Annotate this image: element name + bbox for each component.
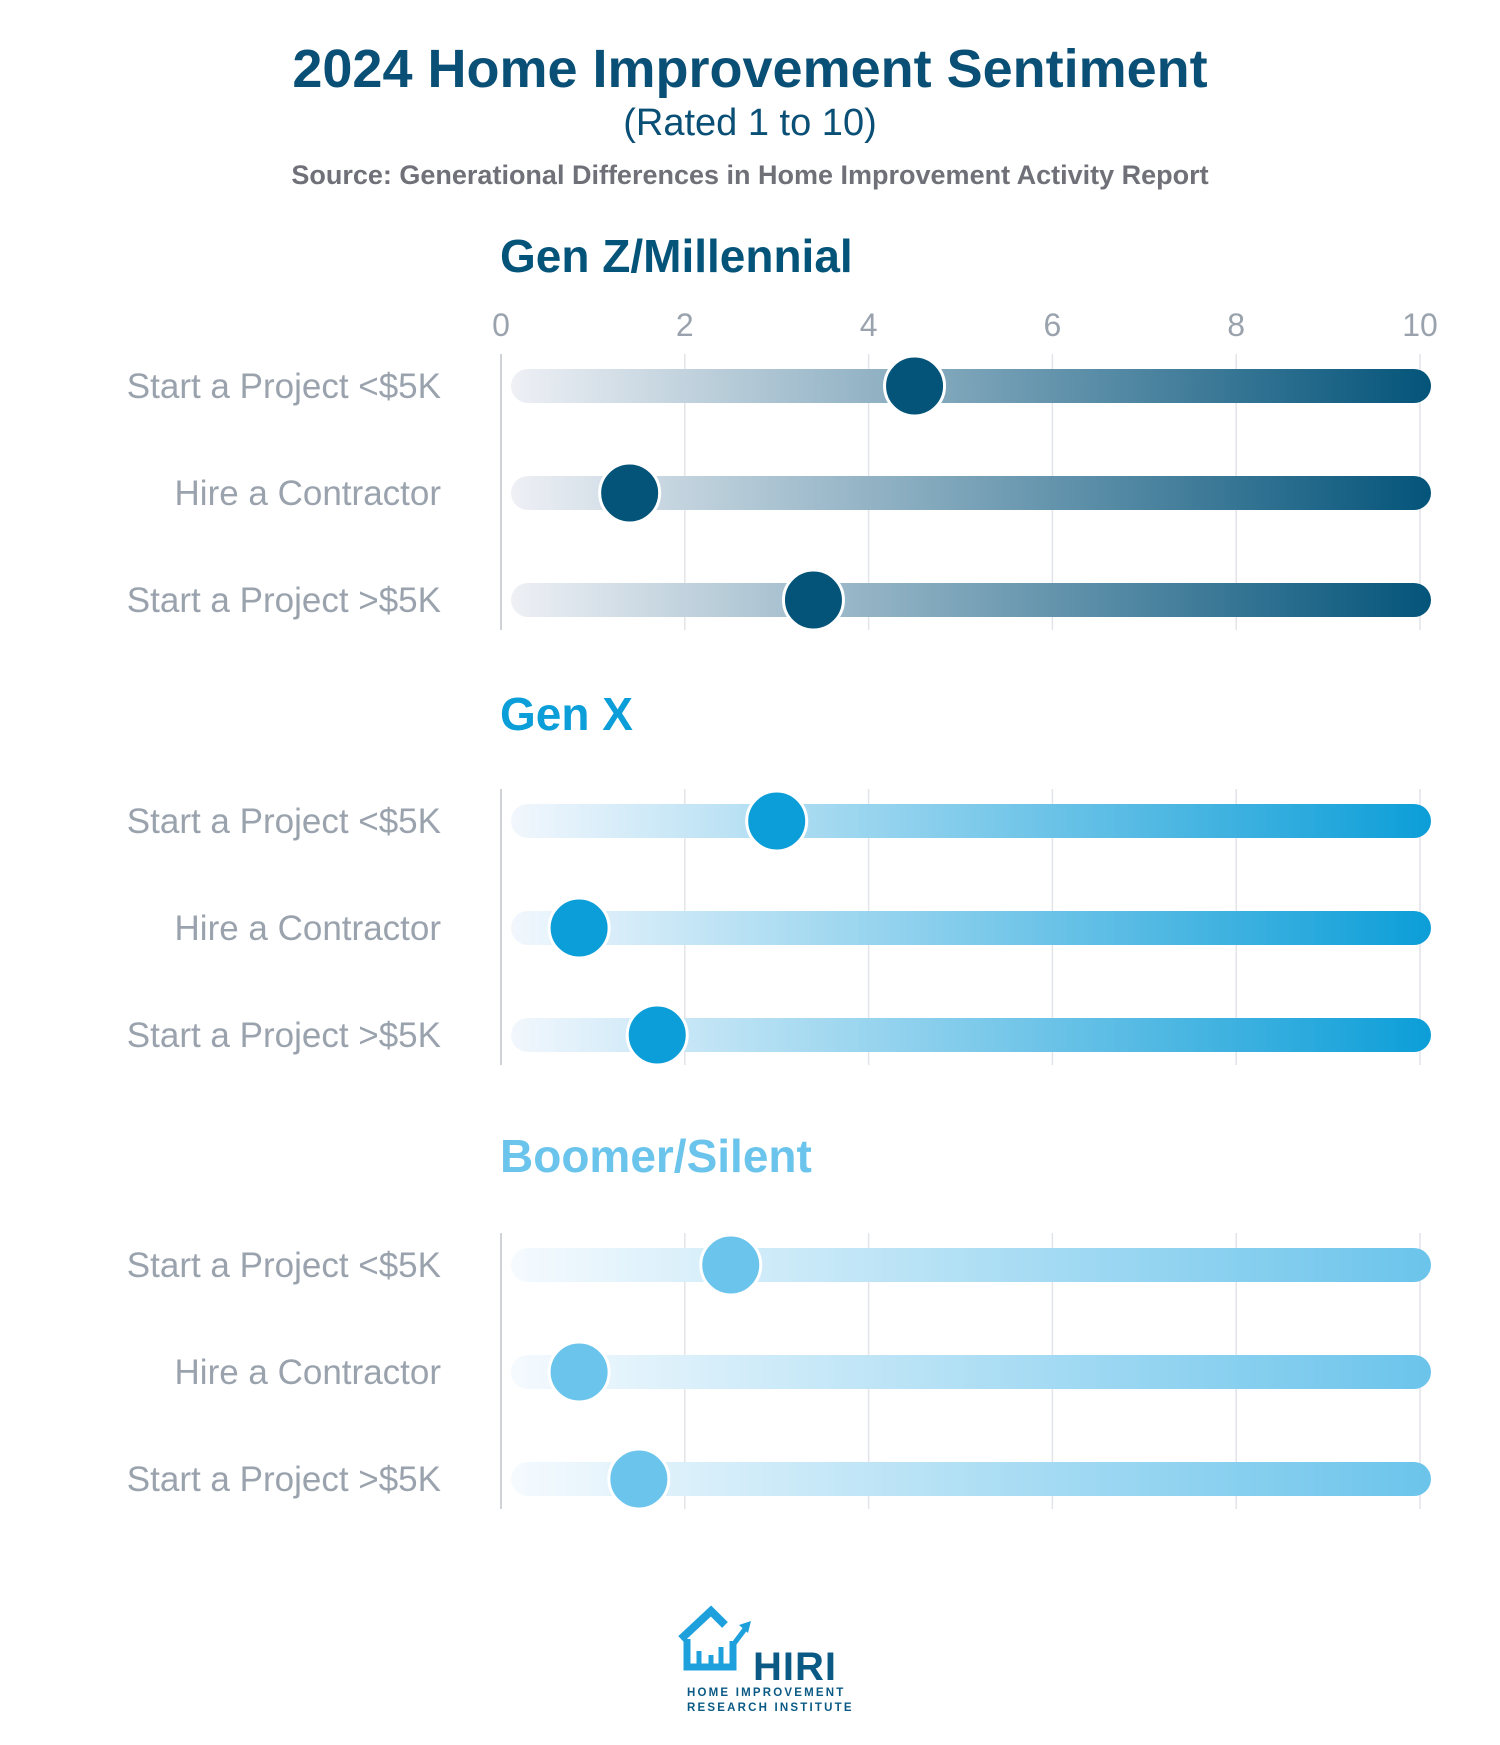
category-label: Hire a Contractor — [175, 474, 442, 513]
category-label: Start a Project <$5K — [127, 802, 441, 841]
x-tick-label: 6 — [1044, 307, 1062, 343]
track-bar — [511, 1355, 1431, 1389]
value-dot — [781, 568, 845, 632]
hiri-logo: HIRI HOME IMPROVEMENT RESEARCH INSTITUTE — [675, 1605, 852, 1715]
track-bar — [511, 476, 1431, 510]
panel-title: Gen X — [500, 688, 633, 740]
track-bar — [511, 804, 1431, 838]
x-tick-label: 2 — [676, 307, 694, 343]
value-dot — [699, 1233, 763, 1297]
panel-title: Gen Z/Millennial — [500, 230, 853, 282]
track-bar — [511, 1462, 1431, 1496]
x-tick-label: 8 — [1227, 307, 1245, 343]
category-label: Start a Project >$5K — [127, 1016, 441, 1055]
category-label: Start a Project >$5K — [127, 581, 441, 620]
category-label: Start a Project <$5K — [127, 367, 441, 406]
track-bar — [511, 1018, 1431, 1052]
house-chart-icon — [678, 1605, 751, 1671]
logo-name: HIRI — [753, 1645, 837, 1689]
logo-line2: RESEARCH INSTITUTE — [687, 1702, 854, 1714]
category-label: Hire a Contractor — [175, 909, 442, 948]
chart-title: 2024 Home Improvement Sentiment — [292, 39, 1208, 99]
value-dot — [598, 461, 662, 525]
category-label: Start a Project >$5K — [127, 1460, 441, 1499]
chart-source: Source: Generational Differences in Home… — [291, 160, 1209, 190]
chart-subtitle: (Rated 1 to 10) — [623, 102, 877, 144]
value-dot — [547, 896, 611, 960]
value-dot — [745, 789, 809, 853]
value-dot — [547, 1340, 611, 1404]
value-dot — [625, 1003, 689, 1067]
x-tick-label: 4 — [860, 307, 878, 343]
value-dot — [607, 1447, 671, 1511]
track-bar — [511, 369, 1431, 403]
track-bar — [511, 1248, 1431, 1282]
logo-line1: HOME IMPROVEMENT — [687, 1687, 846, 1699]
x-tick-label: 0 — [492, 307, 510, 343]
track-bar — [511, 583, 1431, 617]
category-label: Hire a Contractor — [175, 1353, 442, 1392]
panel-title: Boomer/Silent — [500, 1130, 812, 1182]
category-label: Start a Project <$5K — [127, 1246, 441, 1285]
value-dot — [883, 354, 947, 418]
x-tick-label: 10 — [1402, 307, 1438, 343]
track-bar — [511, 911, 1431, 945]
